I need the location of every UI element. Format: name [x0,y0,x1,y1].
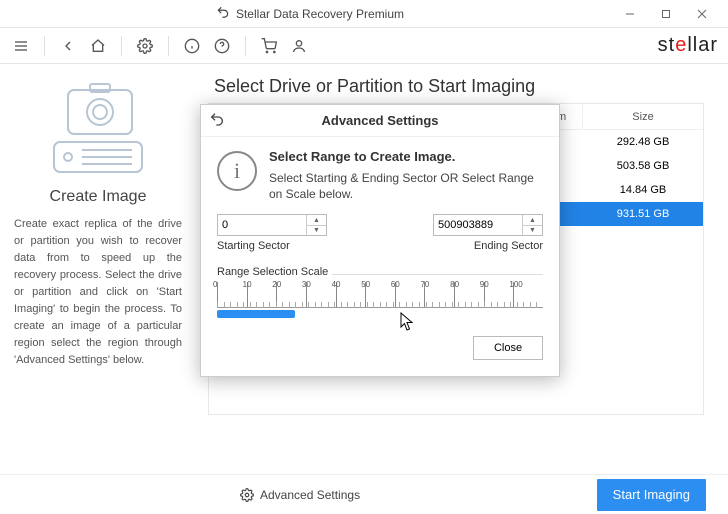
bottom-bar: Advanced Settings Start Imaging [0,474,728,514]
minimize-button[interactable] [612,1,648,27]
starting-sector-input[interactable]: ▲▼ [217,214,327,236]
info-circle-icon: i [217,151,257,191]
toolbar: stellar [0,28,728,64]
range-slider-fill [217,310,295,318]
info-icon[interactable] [181,35,203,57]
range-ruler[interactable]: 0102030405060708090100 [217,282,543,308]
spin-down-icon[interactable]: ▼ [307,226,326,236]
modal-subtext: Select Starting & Ending Sector OR Selec… [269,170,543,202]
left-description: Create exact replica of the drive or par… [14,216,182,369]
create-image-illustration [14,74,182,188]
user-icon[interactable] [288,35,310,57]
modal-header: Select Range to Create Image. [269,149,543,164]
undo-icon [216,5,230,22]
start-imaging-button[interactable]: Start Imaging [597,479,706,511]
advanced-settings-link[interactable]: Advanced Settings [240,488,360,502]
range-slider[interactable] [217,310,543,320]
window-title: Stellar Data Recovery Premium [236,7,404,21]
column-size: Size [583,104,703,129]
starting-sector-label: Starting Sector [217,240,327,252]
spin-up-icon[interactable]: ▲ [307,215,326,226]
back-icon[interactable] [57,35,79,57]
ending-sector-input[interactable]: ▲▼ [433,214,543,236]
titlebar: Stellar Data Recovery Premium [0,0,728,28]
advanced-settings-label: Advanced Settings [260,488,360,502]
modal-title: Advanced Settings [321,113,438,128]
starting-sector-field[interactable] [218,215,306,235]
spin-up-icon[interactable]: ▲ [523,215,542,226]
gear-icon[interactable] [134,35,156,57]
close-button[interactable]: Close [473,336,543,360]
home-icon[interactable] [87,35,109,57]
close-window-button[interactable] [684,1,720,27]
advanced-settings-modal: Advanced Settings i Select Range to Crea… [200,104,560,377]
spin-down-icon[interactable]: ▼ [523,226,542,236]
help-icon[interactable] [211,35,233,57]
left-pane: Create Image Create exact replica of the… [0,64,196,474]
hamburger-icon[interactable] [10,35,32,57]
ending-sector-label: Ending Sector [474,240,543,252]
right-title: Select Drive or Partition to Start Imagi… [214,76,704,97]
range-scale-label: Range Selection Scale [217,266,543,278]
cart-icon[interactable] [258,35,280,57]
brand-logo: stellar [658,34,718,57]
left-title: Create Image [14,188,182,206]
ending-sector-field[interactable] [434,215,522,235]
modal-back-icon[interactable] [209,111,225,130]
maximize-button[interactable] [648,1,684,27]
